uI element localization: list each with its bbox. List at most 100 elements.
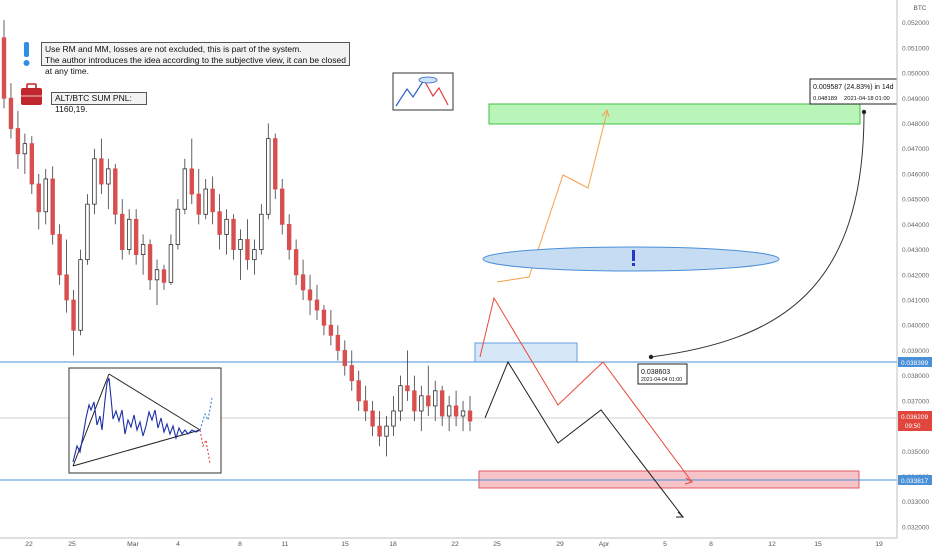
candle-body bbox=[363, 400, 368, 412]
x-tick-label: 4 bbox=[176, 541, 180, 548]
candle-body bbox=[286, 223, 292, 250]
candle-body bbox=[168, 244, 174, 283]
candle-body bbox=[99, 158, 104, 185]
y-tick-label: 0.039000 bbox=[902, 348, 929, 355]
candle-body bbox=[349, 365, 354, 382]
candle-body bbox=[314, 299, 320, 311]
y-tick-label: 0.044000 bbox=[902, 222, 929, 229]
target-callout-frame bbox=[809, 78, 910, 105]
candle-body bbox=[446, 405, 452, 417]
candle-body bbox=[342, 350, 348, 366]
y-tick-label: 0.045000 bbox=[902, 197, 929, 204]
candles bbox=[1, 20, 473, 457]
x-axis: 22 25 Mar 4 8 11 15 18 22 25 29 Apr 5 8 12 15 19 bbox=[0, 537, 897, 548]
x-tick-label: 19 bbox=[875, 541, 883, 548]
candle-body bbox=[92, 158, 97, 205]
thumbnail-up-line bbox=[395, 79, 425, 107]
candle-body bbox=[85, 203, 90, 261]
entry-callout-box bbox=[637, 363, 688, 385]
y-tick-label: 0.038000 bbox=[902, 373, 929, 380]
target-zone bbox=[488, 103, 861, 125]
candle-body bbox=[266, 138, 271, 215]
upper-line-price-tag bbox=[898, 357, 932, 367]
candle-body bbox=[398, 385, 403, 412]
candle-body bbox=[439, 390, 445, 417]
y-tick-label: 0.052000 bbox=[902, 20, 929, 27]
candle-body bbox=[29, 143, 35, 185]
y-axis: BTC 0.052000 0.051000 0.050000 0.049000 0.048… bbox=[896, 0, 932, 550]
y-tick-label: 0.050000 bbox=[902, 71, 929, 78]
bearish-projection bbox=[479, 296, 693, 483]
candle-body bbox=[412, 390, 417, 412]
currency-label: BTC bbox=[914, 5, 927, 12]
y-tick-label: 0.041000 bbox=[902, 298, 929, 305]
candle-body bbox=[419, 395, 424, 412]
candle-body bbox=[22, 143, 28, 155]
candle-body bbox=[391, 410, 396, 427]
candle-body bbox=[113, 168, 118, 215]
x-tick-label: 29 bbox=[556, 541, 564, 548]
target-point bbox=[861, 109, 867, 115]
candle-body bbox=[231, 218, 236, 250]
candle-body bbox=[8, 97, 14, 129]
x-tick-label: 22 bbox=[451, 541, 459, 548]
current-price-tag bbox=[898, 411, 932, 431]
inset-breakout-down bbox=[199, 429, 211, 465]
candle-body bbox=[189, 168, 194, 195]
candle-body bbox=[217, 211, 222, 235]
candle-body bbox=[210, 188, 215, 213]
candle-body bbox=[467, 410, 473, 422]
candle-body bbox=[307, 289, 313, 301]
overlays: 0.009587 (24.83%) in 14d 0.048189 2021-04-… bbox=[21, 42, 910, 474]
candle-body bbox=[273, 138, 278, 190]
current-price: 0.036209 bbox=[901, 414, 928, 421]
inset-price-line bbox=[72, 377, 201, 463]
candle-body bbox=[280, 188, 285, 225]
candle-body bbox=[120, 213, 125, 250]
y-tick-label: 0.048000 bbox=[902, 121, 929, 128]
candle-body bbox=[50, 178, 55, 235]
candle-body bbox=[106, 168, 111, 185]
candle-body bbox=[238, 239, 243, 250]
candle-body bbox=[300, 274, 306, 291]
y-tick-label: 0.043000 bbox=[902, 247, 929, 254]
triangle-support bbox=[72, 429, 201, 467]
target-callout-price: 0.048189 bbox=[813, 96, 837, 102]
x-tick-label: Mar bbox=[127, 541, 139, 548]
note-line-2: The author introduces the idea according… bbox=[45, 55, 346, 76]
briefcase-handle-icon bbox=[26, 83, 37, 90]
x-tick-label: 18 bbox=[389, 541, 397, 548]
candle-body bbox=[147, 244, 153, 281]
upper-line-price: 0.038399 bbox=[901, 360, 928, 367]
x-tick-label: 8 bbox=[238, 541, 242, 548]
info-exclamation-icon bbox=[24, 42, 29, 57]
candle-body bbox=[133, 218, 139, 256]
countdown: 09:50 bbox=[905, 423, 921, 430]
x-tick-label: 5 bbox=[663, 541, 667, 548]
candle-body bbox=[321, 309, 327, 326]
bullish-projection bbox=[496, 111, 608, 283]
bearish-arrowhead bbox=[684, 477, 694, 485]
candle-body bbox=[259, 213, 264, 250]
candle-body bbox=[36, 183, 41, 213]
x-tick-label: 15 bbox=[814, 541, 822, 548]
candle-body bbox=[377, 425, 382, 437]
candle-body bbox=[384, 425, 389, 437]
candle-body bbox=[71, 299, 76, 331]
entry-callout-price: 0.038603 bbox=[641, 369, 670, 376]
inset-breakout-up bbox=[199, 397, 213, 431]
projection-paths bbox=[479, 108, 867, 518]
x-tick-label: 25 bbox=[493, 541, 501, 548]
pnl-label: ALT/BTC SUM PNL: 1160,19. bbox=[51, 92, 147, 114]
entry-point bbox=[648, 354, 654, 360]
candle-body bbox=[140, 244, 146, 256]
inset-frame bbox=[68, 367, 222, 474]
pattern-thumbnail-top bbox=[392, 72, 454, 111]
candle-body bbox=[460, 410, 466, 417]
candle-body bbox=[43, 178, 48, 213]
info-exclamation-dot bbox=[23, 60, 30, 66]
exclamation-icon-dot bbox=[632, 263, 635, 266]
candle-body bbox=[224, 218, 229, 235]
